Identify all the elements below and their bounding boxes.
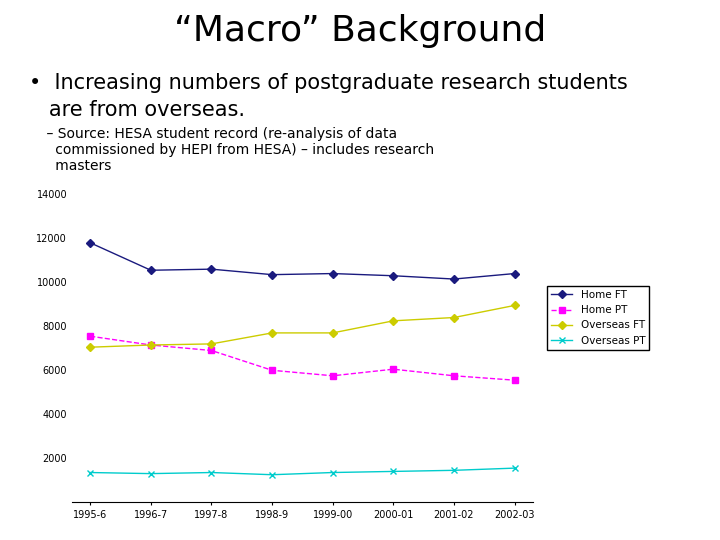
Home FT	[389, 273, 397, 279]
Text: – Source: HESA student record (re-analysis of data: – Source: HESA student record (re-analys…	[29, 127, 397, 141]
Home PT	[207, 347, 216, 354]
Overseas PT	[389, 468, 397, 475]
Home FT	[86, 240, 94, 246]
Overseas FT	[450, 314, 459, 321]
Overseas FT	[207, 341, 216, 347]
Home FT	[450, 276, 459, 282]
Overseas PT	[86, 469, 94, 476]
Home PT	[86, 333, 94, 340]
Overseas PT	[510, 465, 519, 471]
Text: commissioned by HEPI from HESA) – includes research: commissioned by HEPI from HESA) – includ…	[29, 143, 434, 157]
Home PT	[450, 373, 459, 379]
Overseas PT	[328, 469, 337, 476]
Line: Overseas PT: Overseas PT	[86, 464, 518, 478]
Home FT	[510, 271, 519, 277]
Overseas FT	[328, 329, 337, 336]
Overseas PT	[207, 469, 216, 476]
Overseas FT	[389, 318, 397, 324]
Overseas FT	[510, 302, 519, 309]
Legend: Home FT, Home PT, Overseas FT, Overseas PT: Home FT, Home PT, Overseas FT, Overseas …	[547, 286, 649, 350]
Text: are from overseas.: are from overseas.	[29, 100, 245, 120]
Line: Home PT: Home PT	[87, 333, 518, 383]
Home PT	[146, 342, 155, 348]
Overseas PT	[268, 471, 276, 478]
Overseas FT	[146, 342, 155, 348]
Text: “Macro” Background: “Macro” Background	[174, 14, 546, 48]
Home FT	[207, 266, 216, 272]
Text: masters: masters	[29, 159, 111, 173]
Overseas FT	[268, 329, 276, 336]
Line: Overseas FT: Overseas FT	[87, 302, 518, 350]
Home PT	[268, 367, 276, 374]
Home FT	[328, 271, 337, 277]
Home PT	[389, 366, 397, 373]
Text: •  Increasing numbers of postgraduate research students: • Increasing numbers of postgraduate res…	[29, 73, 628, 93]
Overseas FT	[86, 344, 94, 350]
Overseas PT	[450, 467, 459, 474]
Overseas PT	[146, 470, 155, 477]
Home PT	[510, 377, 519, 383]
Line: Home FT: Home FT	[87, 240, 518, 282]
Home PT	[328, 373, 337, 379]
Home FT	[146, 267, 155, 273]
Home FT	[268, 272, 276, 278]
